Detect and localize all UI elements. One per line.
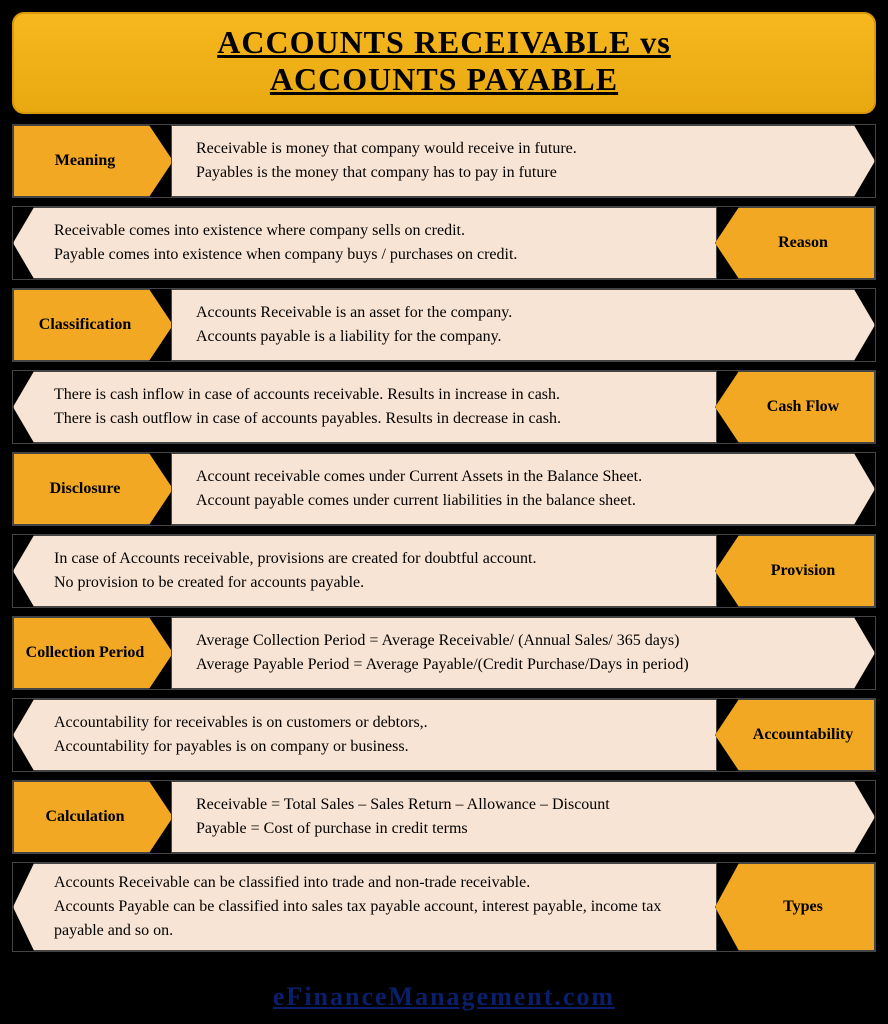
row-disclosure: Disclosure Account receivable comes unde…	[12, 452, 876, 526]
desc-classification: Accounts Receivable is an asset for the …	[171, 289, 875, 361]
desc-line: Payables is the money that company has t…	[196, 161, 850, 185]
desc-meaning: Receivable is money that company would r…	[171, 125, 875, 197]
desc-line: Receivable comes into existence where co…	[54, 219, 692, 243]
desc-line: Account receivable comes under Current A…	[196, 465, 850, 489]
desc-cashflow: There is cash inflow in case of accounts…	[13, 371, 717, 443]
desc-line: Account payable comes under current liab…	[196, 489, 850, 513]
label-collection-period: Collection Period	[13, 617, 173, 689]
desc-accountability: Accountability for receivables is on cus…	[13, 699, 717, 771]
label-provision: Provision	[715, 535, 875, 607]
label-calculation: Calculation	[13, 781, 173, 853]
footer-link[interactable]: eFinanceManagement.com	[273, 982, 615, 1011]
desc-line: There is cash inflow in case of accounts…	[54, 383, 692, 407]
desc-line: No provision to be created for accounts …	[54, 571, 692, 595]
label-classification: Classification	[13, 289, 173, 361]
desc-collection-period: Average Collection Period = Average Rece…	[171, 617, 875, 689]
desc-provision: In case of Accounts receivable, provisio…	[13, 535, 717, 607]
row-reason: Receivable comes into existence where co…	[12, 206, 876, 280]
desc-line: Accountability for receivables is on cus…	[54, 711, 692, 735]
desc-line: Accounts payable is a liability for the …	[196, 325, 850, 349]
footer: eFinanceManagement.com	[12, 972, 876, 1012]
label-types: Types	[715, 863, 875, 951]
label-disclosure: Disclosure	[13, 453, 173, 525]
desc-line: Accounts Receivable is an asset for the …	[196, 301, 850, 325]
label-accountability: Accountability	[715, 699, 875, 771]
desc-line: There is cash outflow in case of account…	[54, 407, 692, 431]
title-line-2: ACCOUNTS PAYABLE	[34, 61, 854, 98]
row-cashflow: There is cash inflow in case of accounts…	[12, 370, 876, 444]
row-provision: In case of Accounts receivable, provisio…	[12, 534, 876, 608]
desc-line: Average Collection Period = Average Rece…	[196, 629, 850, 653]
comparison-rows: Meaning Receivable is money that company…	[12, 124, 876, 972]
row-collection-period: Collection Period Average Collection Per…	[12, 616, 876, 690]
desc-line: Receivable = Total Sales – Sales Return …	[196, 793, 850, 817]
label-reason: Reason	[715, 207, 875, 279]
row-meaning: Meaning Receivable is money that company…	[12, 124, 876, 198]
row-classification: Classification Accounts Receivable is an…	[12, 288, 876, 362]
desc-line: Accountability for payables is on compan…	[54, 735, 692, 759]
row-calculation: Calculation Receivable = Total Sales – S…	[12, 780, 876, 854]
desc-line: Payable = Cost of purchase in credit ter…	[196, 817, 850, 841]
desc-line: Receivable is money that company would r…	[196, 137, 850, 161]
desc-types: Accounts Receivable can be classified in…	[13, 863, 717, 951]
desc-line: Accounts Receivable can be classified in…	[54, 871, 692, 895]
desc-line: Accounts Payable can be classified into …	[54, 895, 692, 943]
desc-calculation: Receivable = Total Sales – Sales Return …	[171, 781, 875, 853]
desc-line: Payable comes into existence when compan…	[54, 243, 692, 267]
row-types: Accounts Receivable can be classified in…	[12, 862, 876, 952]
desc-reason: Receivable comes into existence where co…	[13, 207, 717, 279]
label-meaning: Meaning	[13, 125, 173, 197]
label-cashflow: Cash Flow	[715, 371, 875, 443]
row-accountability: Accountability for receivables is on cus…	[12, 698, 876, 772]
title-line-1: ACCOUNTS RECEIVABLE vs	[34, 24, 854, 61]
title-banner: ACCOUNTS RECEIVABLE vs ACCOUNTS PAYABLE	[12, 12, 876, 114]
desc-disclosure: Account receivable comes under Current A…	[171, 453, 875, 525]
desc-line: Average Payable Period = Average Payable…	[196, 653, 850, 677]
desc-line: In case of Accounts receivable, provisio…	[54, 547, 692, 571]
